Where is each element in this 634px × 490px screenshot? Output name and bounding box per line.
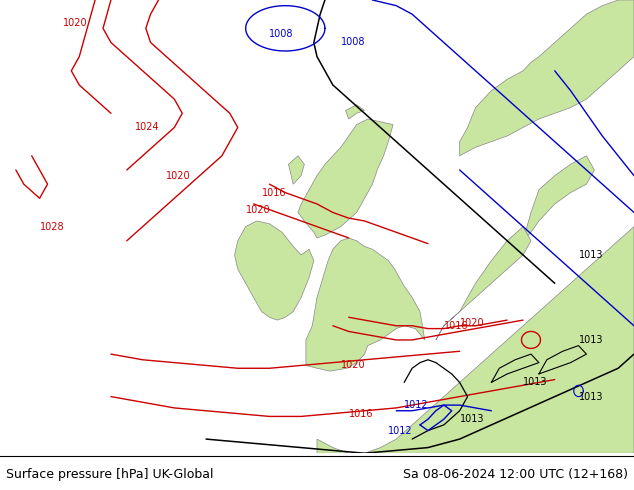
Text: Sa 08-06-2024 12:00 UTC (12+168): Sa 08-06-2024 12:00 UTC (12+168) — [403, 468, 628, 481]
Text: 1013: 1013 — [460, 414, 484, 424]
Polygon shape — [306, 238, 425, 371]
Text: 1020: 1020 — [460, 318, 484, 328]
Text: 1024: 1024 — [134, 122, 159, 132]
Text: 1008: 1008 — [341, 38, 365, 48]
Text: 1012: 1012 — [404, 400, 429, 410]
Polygon shape — [460, 0, 634, 156]
Text: 1016: 1016 — [444, 321, 469, 331]
Text: 1016: 1016 — [261, 188, 286, 197]
Text: 1028: 1028 — [39, 221, 64, 232]
Polygon shape — [317, 226, 634, 453]
Text: 1020: 1020 — [166, 171, 191, 181]
Polygon shape — [436, 226, 531, 340]
Text: 1013: 1013 — [523, 377, 548, 388]
Polygon shape — [298, 119, 393, 238]
Polygon shape — [523, 156, 595, 241]
Text: 1013: 1013 — [578, 335, 603, 345]
Text: 1020: 1020 — [341, 361, 365, 370]
Polygon shape — [346, 105, 365, 119]
Text: 1020: 1020 — [246, 205, 270, 215]
Text: 1020: 1020 — [63, 18, 88, 27]
Text: 1013: 1013 — [578, 250, 603, 260]
Text: 1012: 1012 — [388, 426, 413, 436]
Text: Surface pressure [hPa] UK-Global: Surface pressure [hPa] UK-Global — [6, 468, 214, 481]
Polygon shape — [288, 156, 304, 184]
Text: 1016: 1016 — [349, 409, 373, 418]
Text: 1013: 1013 — [578, 392, 603, 402]
Polygon shape — [235, 221, 314, 320]
Text: 1008: 1008 — [269, 29, 294, 39]
